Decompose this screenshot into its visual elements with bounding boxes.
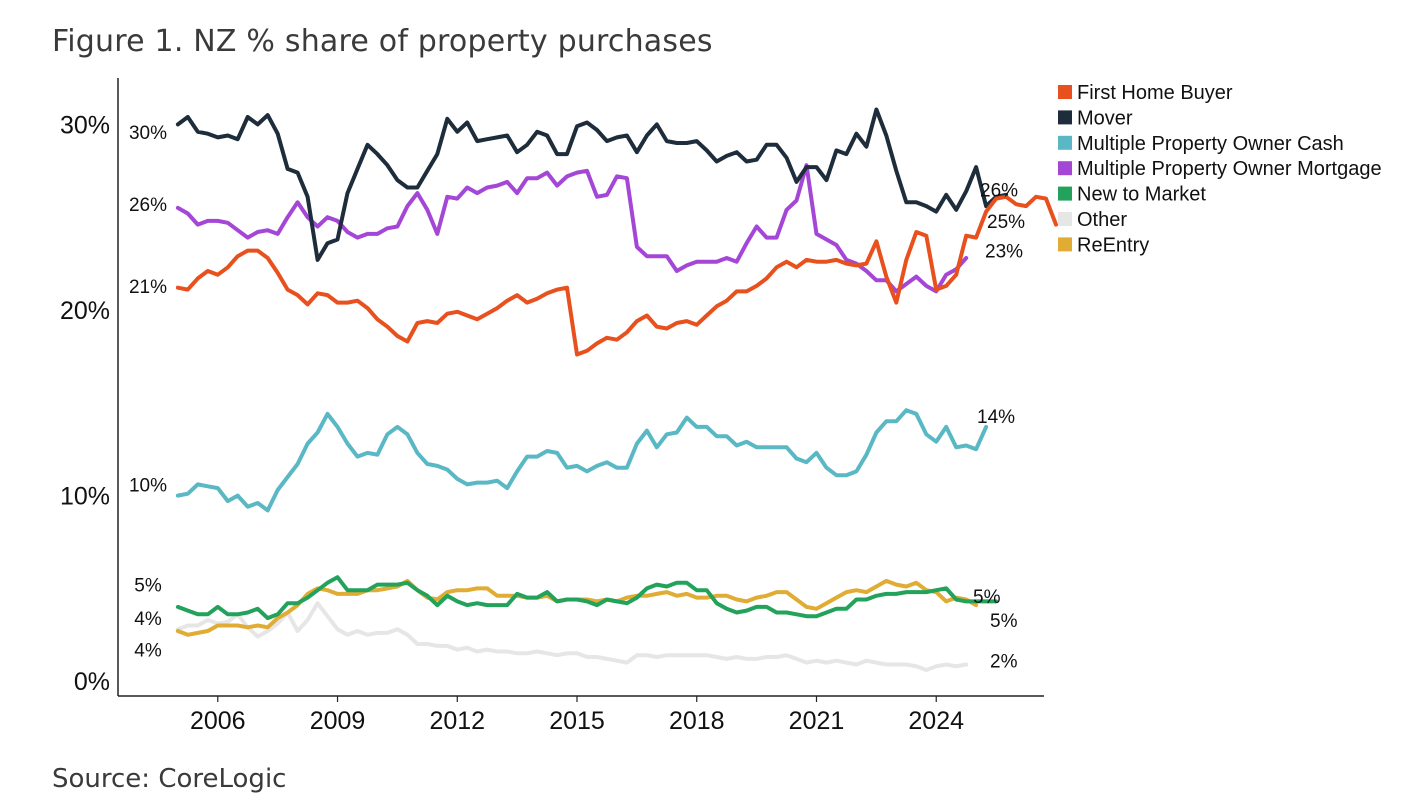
series-line-mpo-mortgage — [175, 163, 969, 294]
start-label-mpo-cash: 10% — [129, 475, 167, 496]
data-labels: 30% 26% 21% 10% 5% 4% 4% 26% 25% 23% 14% 5% 5% 2% — [129, 123, 1025, 673]
y-tick-label: 10% — [60, 483, 110, 511]
start-label-mpo-mortgage: 26% — [129, 195, 167, 216]
end-label-mpo-cash: 14% — [977, 407, 1015, 428]
series-line-reentry — [175, 578, 979, 637]
legend-label-first-home-buyer: First Home Buyer — [1077, 82, 1233, 104]
legend-label-mover: Mover — [1077, 107, 1133, 129]
legend: First Home Buyer Mover Multiple Property O… — [1058, 82, 1382, 256]
legend-label-reentry: ReEntry — [1077, 234, 1149, 256]
x-tick-label: 2021 — [789, 707, 845, 735]
series-line-new-to-market — [175, 575, 999, 621]
legend-swatch-other — [1058, 212, 1072, 226]
x-tick-label: 2015 — [549, 707, 605, 735]
series-line-other — [175, 601, 969, 672]
legend-label-mpo-mortgage: Multiple Property Owner Mortgage — [1077, 158, 1382, 180]
x-tick-label: 2024 — [908, 707, 964, 735]
legend-swatch-first-home-buyer — [1058, 85, 1072, 99]
x-tick-label: 2012 — [429, 707, 485, 735]
start-label-first-home-buyer: 21% — [129, 277, 167, 298]
chart-axes: 2006 2009 2012 2015 2018 2021 2024 0% 10% 20% 30% — [60, 78, 1044, 735]
legend-label-mpo-cash: Multiple Property Owner Cash — [1077, 133, 1344, 155]
series-line-mover — [175, 107, 1009, 262]
legend-swatch-reentry — [1058, 237, 1072, 252]
start-label-new-to-market: 5% — [134, 576, 162, 597]
legend-swatch-mover — [1058, 110, 1072, 125]
end-label-reentry: 5% — [990, 611, 1018, 632]
legend-swatch-new-to-market — [1058, 186, 1072, 201]
end-label-first-home-buyer: 25% — [987, 212, 1025, 233]
legend-swatch-mpo-mortgage — [1058, 161, 1072, 176]
start-label-reentry: 4% — [134, 609, 162, 630]
start-label-mover: 30% — [129, 123, 167, 144]
x-tick-label: 2018 — [669, 707, 725, 735]
source-note: Source: CoreLogic — [52, 764, 287, 794]
end-label-mover: 26% — [980, 180, 1018, 201]
chart-title: Figure 1. NZ % share of property purchas… — [52, 24, 713, 59]
y-tick-label: 0% — [74, 668, 110, 696]
series-line-first-home-buyer — [175, 194, 1058, 357]
legend-label-new-to-market: New to Market — [1077, 184, 1206, 206]
end-label-other: 2% — [990, 652, 1018, 673]
end-label-mpo-mortgage: 23% — [985, 242, 1023, 263]
legend-label-other: Other — [1077, 209, 1127, 231]
x-tick-label: 2009 — [310, 707, 366, 735]
series-lines — [175, 107, 1058, 672]
legend-swatch-mpo-cash — [1058, 135, 1072, 150]
start-label-other: 4% — [134, 641, 162, 662]
y-tick-label: 30% — [60, 111, 110, 139]
y-tick-label: 20% — [60, 297, 110, 325]
end-label-new-to-market: 5% — [973, 587, 1001, 608]
x-tick-label: 2006 — [190, 707, 246, 735]
series-line-mpo-cash — [175, 408, 989, 513]
